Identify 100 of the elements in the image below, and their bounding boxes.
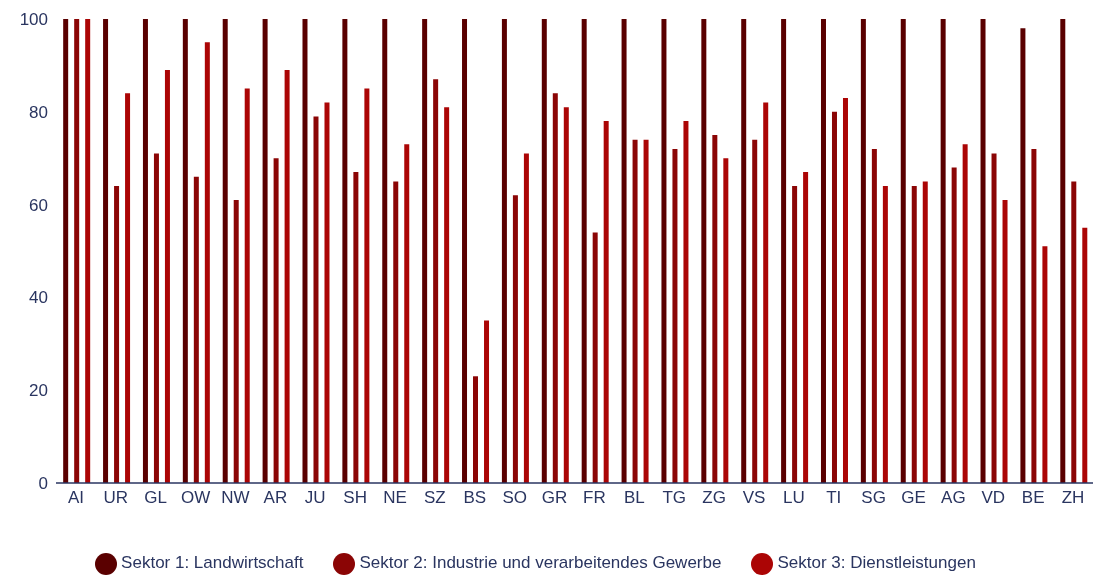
x-tick-label: SH xyxy=(343,488,367,508)
bar xyxy=(803,172,809,483)
x-tick-label: GE xyxy=(901,488,926,508)
bar xyxy=(900,19,906,483)
x-tick-label: BL xyxy=(623,488,645,508)
bar xyxy=(244,88,250,483)
x-tick-label: JU xyxy=(304,488,326,508)
bar xyxy=(501,19,507,483)
x-tick-label: NE xyxy=(383,488,407,508)
bar xyxy=(125,93,131,483)
bar xyxy=(1060,19,1066,483)
bar xyxy=(712,135,718,483)
bar xyxy=(763,102,769,483)
bar xyxy=(552,93,558,483)
x-tick-label: OW xyxy=(180,488,211,508)
bar xyxy=(752,139,758,483)
bar xyxy=(603,121,609,483)
bar xyxy=(512,195,518,483)
x-tick-label: UR xyxy=(103,488,129,508)
x-tick-label: BE xyxy=(1021,488,1045,508)
bar xyxy=(324,102,330,483)
bar xyxy=(643,139,649,483)
bar xyxy=(632,139,638,483)
bar xyxy=(621,19,627,483)
bar xyxy=(592,232,598,483)
bar xyxy=(563,107,569,483)
bar xyxy=(164,70,170,483)
bar xyxy=(364,88,370,483)
bar xyxy=(473,376,479,483)
bar xyxy=(484,320,490,483)
x-tick-label: SO xyxy=(502,488,527,508)
x-tick-label: VS xyxy=(742,488,766,508)
bar xyxy=(393,181,399,483)
y-tick-label: 60 xyxy=(29,195,48,215)
bar xyxy=(233,199,239,483)
bar xyxy=(741,19,747,483)
x-tick-label: TI xyxy=(826,488,842,508)
bar xyxy=(313,116,319,483)
x-tick-label: AG xyxy=(941,488,966,508)
bar xyxy=(222,19,228,483)
x-tick-label: SZ xyxy=(424,488,446,508)
bar xyxy=(1082,227,1088,483)
bar xyxy=(820,19,826,483)
bar xyxy=(860,19,866,483)
bar xyxy=(462,19,468,483)
bar xyxy=(85,19,91,483)
bar xyxy=(581,19,587,483)
x-tick-label: AI xyxy=(67,488,84,508)
bar xyxy=(63,19,69,483)
y-tick-label: 0 xyxy=(38,474,48,494)
x-tick-label: BS xyxy=(463,488,487,508)
legend-label: Sektor 3: Dienstleistungen xyxy=(777,553,976,573)
x-tick-label: GR xyxy=(541,488,568,508)
x-tick-label: VD xyxy=(981,488,1006,508)
y-tick-label: 100 xyxy=(19,10,48,30)
x-tick-label: SG xyxy=(861,488,886,508)
legend-label: Sektor 1: Landwirtschaft xyxy=(121,553,304,573)
bar xyxy=(882,186,888,483)
legend-label: Sektor 2: Industrie und verarbeitendes Gewerbe xyxy=(359,553,722,573)
x-tick-label: FR xyxy=(583,488,606,508)
bar xyxy=(523,153,529,483)
bar xyxy=(342,19,348,483)
bar xyxy=(382,19,388,483)
y-tick-label: 20 xyxy=(29,381,48,401)
x-tick-label: GL xyxy=(144,488,168,508)
x-tick-label: ZH xyxy=(1061,488,1085,508)
bar xyxy=(193,176,199,483)
bar xyxy=(353,172,359,483)
bar xyxy=(273,158,279,483)
x-tick-label: NW xyxy=(221,488,250,508)
bar xyxy=(1042,246,1048,483)
bar xyxy=(74,19,80,483)
bar xyxy=(262,19,268,483)
x-tick-label: LU xyxy=(783,488,805,508)
bar xyxy=(1071,181,1077,483)
bar xyxy=(182,19,188,483)
bar xyxy=(683,121,689,483)
bar xyxy=(103,19,109,483)
bar xyxy=(723,158,729,483)
x-tick-label: ZG xyxy=(702,488,726,508)
bar xyxy=(940,19,946,483)
bar xyxy=(962,144,968,483)
bar xyxy=(541,19,547,483)
x-tick-label: AR xyxy=(263,488,288,508)
bar xyxy=(1031,148,1037,483)
bar xyxy=(1020,28,1026,483)
bar xyxy=(661,19,667,483)
bar xyxy=(911,186,917,483)
bar xyxy=(951,167,957,483)
bar xyxy=(142,19,148,483)
bar xyxy=(871,148,877,483)
bar xyxy=(444,107,450,483)
bar xyxy=(792,186,798,483)
bar xyxy=(842,97,848,483)
bar xyxy=(991,153,997,483)
bar xyxy=(980,19,986,483)
bar xyxy=(701,19,707,483)
bar xyxy=(422,19,428,483)
bar xyxy=(922,181,928,483)
bar xyxy=(153,153,159,483)
